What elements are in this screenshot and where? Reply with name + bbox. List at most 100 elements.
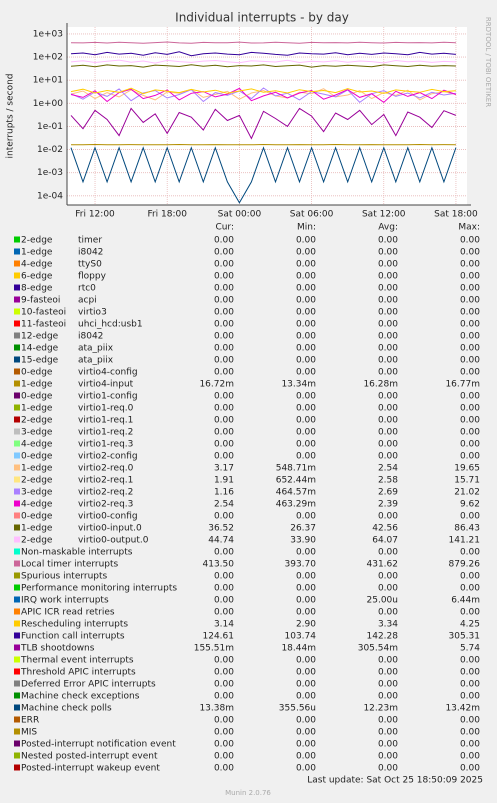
legend-value: 0.00 — [378, 320, 398, 330]
legend-value: 16.72m — [199, 380, 234, 390]
legend-value: 0.00 — [214, 356, 234, 366]
legend-value: 0.00 — [214, 344, 234, 354]
legend-swatch — [14, 764, 20, 771]
y-axis-label: interrupts / second — [6, 74, 16, 159]
last-update: Last update: Sat Oct 25 18:50:09 2025 — [307, 776, 483, 786]
series-line — [70, 51, 456, 57]
legend-value: 0.00 — [214, 752, 234, 762]
legend-value: 0.00 — [460, 752, 480, 762]
legend-value: 0.00 — [378, 692, 398, 702]
legend-name: Spurious interrupts — [21, 572, 108, 582]
legend-swatch — [14, 380, 20, 387]
legend-value: 3.34 — [378, 620, 398, 630]
legend-name: 9-fasteoi — [21, 296, 60, 306]
legend-name: 12-edge — [21, 332, 59, 342]
legend-device: virtio0-output.0 — [78, 536, 149, 546]
legend-value: 0.00 — [296, 392, 316, 402]
legend-value: 305.31 — [449, 632, 481, 642]
legend-value: 0.00 — [378, 752, 398, 762]
legend-value: 0.00 — [214, 452, 234, 462]
legend-value: 0.00 — [378, 416, 398, 426]
legend-value: 0.00 — [214, 572, 234, 582]
legend-value: 0.00 — [296, 308, 316, 318]
legend-value: 0.00 — [214, 740, 234, 750]
legend-swatch — [14, 452, 20, 459]
legend-name: 4-edge — [21, 440, 53, 450]
legend-value: 0.00 — [214, 416, 234, 426]
legend-device: timer — [78, 236, 102, 246]
legend-value: 0.00 — [214, 716, 234, 726]
legend-value: 0.00 — [378, 332, 398, 342]
legend-name: TLB shootdowns — [20, 644, 95, 654]
legend-swatch — [14, 524, 20, 531]
legend-value: 33.90 — [290, 536, 316, 546]
legend-value: 16.77m — [445, 380, 480, 390]
legend-name: 4-edge — [21, 260, 53, 270]
legend-value: 0.00 — [214, 236, 234, 246]
legend-device: i8042 — [78, 332, 103, 342]
legend-swatch — [14, 560, 20, 567]
legend-device: ttyS0 — [78, 260, 102, 270]
legend-name: ERR — [21, 716, 39, 726]
legend-value: 431.62 — [367, 560, 399, 570]
legend-name: Threshold APIC interrupts — [20, 668, 136, 678]
legend-value: 0.00 — [460, 344, 480, 354]
legend-value: 0.00 — [214, 548, 234, 558]
legend-value: 463.29m — [276, 500, 316, 510]
legend-swatch — [14, 392, 20, 399]
legend-value: 0.00 — [296, 344, 316, 354]
legend-device: virtio4-config — [78, 368, 138, 378]
legend-header: Min: — [297, 223, 316, 233]
legend-name: 1-edge — [21, 524, 53, 534]
legend-value: 5.74 — [460, 644, 480, 654]
legend-value: 0.00 — [214, 296, 234, 306]
legend-value: 21.02 — [454, 488, 480, 498]
series-line — [70, 107, 457, 140]
legend-device: virtio1-config — [78, 392, 138, 402]
chart-title: Individual interrupts - by day — [175, 11, 349, 25]
legend-name: Posted-interrupt notification event — [21, 740, 176, 750]
legend-value: 0.00 — [378, 548, 398, 558]
legend-value: 0.00 — [296, 596, 316, 606]
legend-value: 0.00 — [296, 680, 316, 690]
legend-value: 0.00 — [296, 296, 316, 306]
legend-value: 0.00 — [296, 428, 316, 438]
legend-value: 0.00 — [296, 272, 316, 282]
legend-value: 0.00 — [296, 320, 316, 330]
legend-value: 393.70 — [285, 560, 317, 570]
legend-value: 0.00 — [460, 308, 480, 318]
legend-value: 0.00 — [460, 668, 480, 678]
legend-value: 19.65 — [454, 464, 480, 474]
legend-value: 0.00 — [296, 572, 316, 582]
legend-value: 0.00 — [378, 260, 398, 270]
legend-swatch — [14, 488, 20, 495]
legend-value: 0.00 — [378, 344, 398, 354]
legend-name: Local timer interrupts — [21, 560, 119, 570]
legend-value: 0.00 — [296, 416, 316, 426]
legend-device: virtio4-input — [78, 380, 134, 390]
legend-value: 0.00 — [378, 272, 398, 282]
legend-value: 0.00 — [296, 692, 316, 702]
legend-value: 0.00 — [460, 236, 480, 246]
legend-value: 0.00 — [296, 368, 316, 378]
legend-name: 3-edge — [21, 428, 53, 438]
legend-value: 0.00 — [378, 404, 398, 414]
legend-value: 0.00 — [460, 332, 480, 342]
legend-value: 18.44m — [281, 644, 316, 654]
legend-name: 2-edge — [21, 536, 53, 546]
legend-name: Non-maskable interrupts — [21, 548, 133, 558]
legend-value: 0.00 — [296, 656, 316, 666]
y-tick-label: 1e+00 — [33, 99, 64, 109]
legend-swatch — [14, 416, 20, 423]
y-tick-label: 1e+02 — [33, 53, 63, 63]
legend-device: i8042 — [78, 248, 103, 258]
legend-value: 0.00 — [214, 608, 234, 618]
legend-value: 0.00 — [378, 572, 398, 582]
legend-value: 0.00 — [460, 692, 480, 702]
x-tick-label: Sat 06:00 — [290, 210, 334, 220]
legend-value: 12.23m — [363, 704, 398, 714]
x-tick-label: Sat 12:00 — [362, 210, 406, 220]
legend-value: 0.00 — [460, 416, 480, 426]
series-line — [70, 64, 456, 68]
